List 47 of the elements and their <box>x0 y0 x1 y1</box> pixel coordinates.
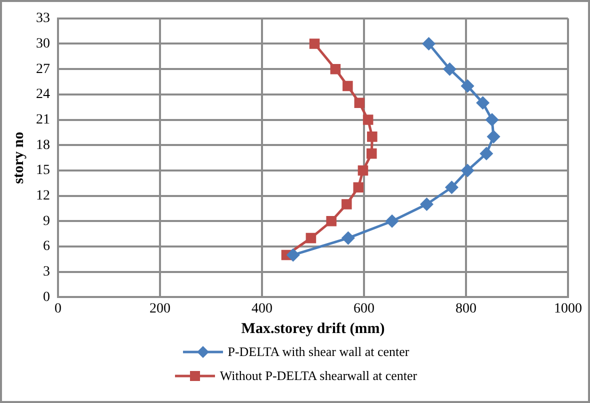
point <box>480 147 493 160</box>
point <box>342 232 354 244</box>
y-tick-label: 33 <box>36 11 50 26</box>
point <box>353 182 364 193</box>
y-axis-title: story no <box>10 132 27 184</box>
point <box>306 232 316 244</box>
legend-label: Without P-DELTA shearwall at center <box>220 368 418 384</box>
point <box>461 164 474 177</box>
point <box>476 96 490 110</box>
x-tick-label: 600 <box>354 301 374 316</box>
point <box>286 248 300 262</box>
point <box>443 62 456 76</box>
point <box>309 38 320 49</box>
point <box>486 114 498 126</box>
point <box>354 98 365 108</box>
x-axis-title: Max.storey drift (mm) <box>241 320 385 337</box>
point <box>487 130 500 143</box>
y-tick-label: 9 <box>43 214 50 229</box>
y-tick-label: 3 <box>43 264 50 280</box>
y-tick-label: 21 <box>36 112 50 128</box>
point <box>342 80 353 92</box>
point <box>326 216 336 226</box>
point <box>386 214 398 228</box>
point <box>461 80 474 92</box>
x-tick-label: 800 <box>456 301 476 316</box>
y-tick-label: 27 <box>36 62 50 77</box>
y-tick-label: 15 <box>36 163 50 178</box>
y-tick-label: 12 <box>36 188 50 204</box>
point <box>362 114 374 125</box>
x-tick-label: 0 <box>54 301 62 316</box>
point <box>358 165 368 176</box>
y-tick-label: 24 <box>36 87 50 102</box>
y-tick-label: 0 <box>43 290 50 305</box>
legend-label: P-DELTA with shear wall at center <box>228 344 410 360</box>
point <box>367 132 378 142</box>
y-tick-label: 30 <box>36 36 50 52</box>
y-tick-label: 6 <box>43 239 50 254</box>
point <box>445 181 458 194</box>
point <box>366 148 377 159</box>
y-tick-label: 18 <box>36 138 50 153</box>
x-tick-label: 1000 <box>554 301 582 316</box>
x-tick-label: 200 <box>150 301 170 316</box>
point <box>420 198 433 211</box>
point <box>342 199 352 210</box>
point <box>422 37 436 50</box>
x-tick-label: 400 <box>252 301 272 316</box>
point <box>330 64 341 74</box>
